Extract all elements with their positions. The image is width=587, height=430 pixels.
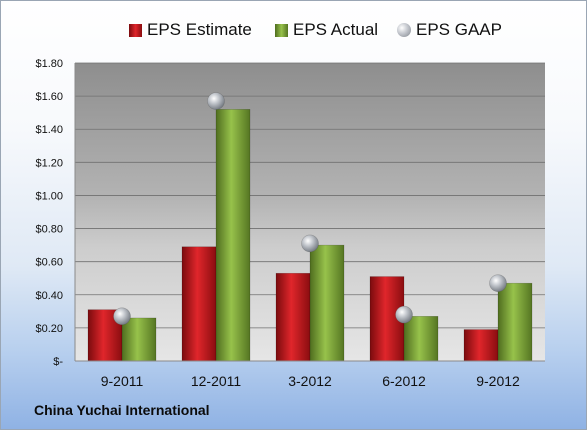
x-tick-label: 9-2011: [101, 373, 144, 389]
legend-label-eps-actual: EPS Actual: [293, 20, 379, 39]
eps-gaap-marker: [207, 92, 225, 110]
y-tick-label: $0.20: [35, 323, 63, 335]
y-tick-label: $1.40: [35, 124, 63, 136]
legend: EPS Estimate EPS Actual EPS GAAP: [1, 17, 586, 43]
eps-actual-bar: [121, 317, 157, 362]
y-tick-label: $0.40: [35, 290, 63, 302]
y-tick-label: $0.80: [35, 224, 63, 236]
company-name: China Yuchai International: [34, 402, 210, 418]
y-tick-label: $1.20: [35, 157, 63, 169]
eps-gaap-marker: [301, 234, 319, 253]
legend-swatch-eps-actual: [275, 23, 288, 37]
legend-item-eps-estimate: EPS Estimate: [129, 17, 252, 43]
eps-gaap-marker: [113, 307, 131, 326]
legend-label-eps-gaap: EPS GAAP: [416, 20, 502, 39]
x-tick-label: 6-2012: [382, 373, 426, 389]
legend-marker-eps-gaap: [397, 23, 411, 37]
eps-estimate-bar: [181, 246, 217, 362]
eps-actual-bar: [403, 315, 439, 362]
x-tick-label: 3-2012: [288, 373, 332, 389]
eps-estimate-bar: [275, 272, 311, 362]
legend-item-eps-actual: EPS Actual: [275, 17, 378, 43]
y-tick-label: $1.80: [35, 58, 63, 70]
y-tick-label: $1.00: [35, 190, 63, 202]
y-tick-label: $1.60: [35, 91, 63, 103]
gaap-markers: [113, 92, 507, 326]
y-tick-label: $0.60: [35, 257, 63, 269]
x-tick-label: 12-2011: [191, 373, 242, 389]
x-axis-ticks: 9-2011 12-2011 3-2012 6-2012 9-2012: [101, 373, 520, 389]
y-axis-ticks: $- $0.20 $0.40 $0.60 $0.80 $1.00 $1.20 $1.40 $1.…: [35, 58, 63, 368]
legend-item-eps-gaap: EPS GAAP: [397, 17, 502, 43]
eps-gaap-marker: [395, 305, 413, 324]
eps-actual-bar: [215, 109, 251, 362]
eps-actual-bar: [309, 244, 345, 362]
legend-label-eps-estimate: EPS Estimate: [147, 20, 252, 39]
eps-gaap-marker: [489, 274, 507, 292]
y-tick-label: $-: [53, 356, 63, 368]
eps-chart: $- $0.20 $0.40 $0.60 $0.80 $1.00 $1.20 $1.40 $1.…: [35, 58, 545, 389]
legend-swatch-eps-estimate: [129, 23, 142, 37]
x-tick-label: 9-2012: [476, 373, 520, 389]
eps-estimate-bar: [463, 329, 499, 362]
eps-actual-bar: [497, 282, 533, 362]
